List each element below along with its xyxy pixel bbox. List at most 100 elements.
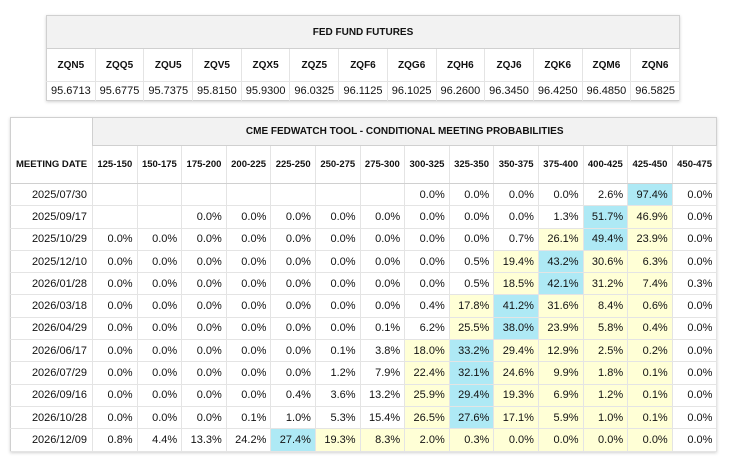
probability-cell: 0.0% [404, 205, 450, 229]
probability-cell: 43.2% [538, 250, 584, 274]
probability-cell: 0.0% [672, 228, 718, 251]
meeting-date: 2026/12/09 [10, 428, 93, 452]
meeting-date-header: MEETING DATE [10, 145, 93, 184]
futures-price: 95.6713 [46, 81, 96, 101]
probability-cell: 13.2% [360, 384, 406, 407]
probability-cell: 0.0% [672, 183, 718, 207]
probability-cell: 8.4% [583, 294, 629, 318]
meeting-row: 2026/07/29 0.0% 0.0% 0.0% 0.0% 0.0% 1.2% 7.9% 22… [10, 361, 718, 385]
probability-cell: 0.0% [137, 294, 183, 318]
futures-price: 95.7375 [143, 81, 194, 101]
probability-cell: 17.8% [449, 294, 495, 318]
probability-cell: 0.0% [538, 183, 584, 207]
probability-cell: 0.0% [315, 205, 361, 229]
probability-cell: 2.6% [583, 183, 629, 207]
meeting-row: 2025/07/30 0.0% 0.0% 0.0% 0.0% 2.6% 97.4% 0.0% [10, 183, 718, 207]
probability-cell: 24.6% [493, 361, 539, 385]
probability-cell: 0.0% [137, 228, 183, 251]
meeting-row: 2026/06/17 0.0% 0.0% 0.0% 0.0% 0.0% 0.1% 3.8% 18… [10, 339, 718, 363]
probability-cell: 0.4% [404, 294, 450, 318]
probability-cell: 0.5% [449, 272, 495, 296]
probability-cell: 0.0% [449, 228, 495, 251]
rate-range-header: 150-175 [137, 145, 183, 184]
meeting-row: 2026/01/28 0.0% 0.0% 0.0% 0.0% 0.0% 0.0% 0.0% 0.… [10, 272, 718, 296]
probability-cell: 0.0% [226, 205, 272, 229]
probability-cell: 0.0% [92, 339, 138, 363]
probability-cell: 0.0% [672, 384, 718, 407]
probability-cell: 5.3% [315, 406, 361, 430]
probability-cell: 0.0% [493, 183, 539, 207]
probability-cell: 0.0% [360, 228, 406, 251]
probability-cell: 31.6% [538, 294, 584, 318]
probability-cell: 0.0% [181, 272, 227, 296]
probability-cell: 0.0% [226, 339, 272, 363]
probability-cell: 0.0% [92, 250, 138, 274]
probability-cell: 49.4% [583, 228, 629, 251]
probability-cell: 0.0% [270, 294, 316, 318]
futures-price: 96.1125 [338, 81, 388, 101]
probability-cell [137, 183, 183, 207]
futures-price: 96.2600 [436, 81, 486, 101]
probability-cell: 0.0% [137, 250, 183, 274]
probability-cell: 0.0% [137, 384, 183, 407]
probability-cell: 0.0% [404, 228, 450, 251]
probability-cell: 0.0% [92, 406, 138, 430]
probability-cell: 0.0% [181, 228, 227, 251]
probability-cell: 0.0% [92, 361, 138, 385]
probability-cell: 0.0% [315, 317, 361, 341]
probability-cell: 29.4% [449, 384, 495, 407]
probability-cell: 41.2% [493, 294, 539, 318]
probability-cell: 0.0% [404, 250, 450, 274]
futures-codes-row: ZQN5 ZQQ5 ZQU5 ZQV5 ZQX5 ZQZ5 ZQF6 ZQG6 ZQH6 ZQJ6… [46, 48, 680, 82]
probability-cell: 0.0% [270, 272, 316, 296]
fed-fund-futures-table: FED FUND FUTURES ZQN5 ZQQ5 ZQU5 ZQV5 ZQX5 ZQZ… [46, 15, 680, 101]
probability-cell: 12.9% [538, 339, 584, 363]
meeting-row: 2026/12/09 0.8% 4.4% 13.3% 24.2% 27.4% 19.3% 8.… [10, 428, 718, 452]
futures-code: ZQX5 [241, 48, 291, 82]
probability-cell: 19.4% [493, 250, 539, 274]
rate-range-header: 275-300 [360, 145, 406, 184]
probabilities-body: 2025/07/30 0.0% 0.0% 0.0% 0.0% 2.6% 97.4% 0.0% 2… [10, 183, 718, 452]
probability-cell: 0.0% [270, 317, 316, 341]
meeting-date: 2026/04/29 [10, 317, 93, 341]
futures-price: 96.1025 [387, 81, 437, 101]
probability-cell: 0.0% [226, 361, 272, 385]
rate-range-header: 375-400 [538, 145, 584, 184]
probability-cell [92, 183, 138, 207]
probability-cell: 15.4% [360, 406, 406, 430]
probability-cell: 0.1% [360, 317, 406, 341]
rate-range-header-row: MEETING DATE 125-150 150-175 175-200 200-22… [10, 145, 718, 184]
probability-cell: 0.0% [270, 205, 316, 229]
probability-cell: 0.7% [493, 228, 539, 251]
probability-cell: 0.0% [360, 272, 406, 296]
futures-price: 95.8150 [192, 81, 242, 101]
probability-cell: 0.0% [137, 339, 183, 363]
futures-code: ZQN5 [46, 48, 96, 82]
probability-cell: 0.0% [449, 205, 495, 229]
probability-cell: 1.3% [538, 205, 584, 229]
probability-cell: 0.0% [181, 361, 227, 385]
probability-cell: 0.0% [270, 228, 316, 251]
futures-code: ZQG6 [387, 48, 437, 82]
probability-cell: 31.2% [583, 272, 629, 296]
futures-price: 96.0325 [289, 81, 340, 101]
probability-cell: 0.0% [672, 250, 718, 274]
probability-cell: 3.8% [360, 339, 406, 363]
probability-cell: 0.8% [92, 428, 138, 452]
meeting-row: 2026/04/29 0.0% 0.0% 0.0% 0.0% 0.0% 0.0% 0.1% 6.… [10, 317, 718, 341]
probability-cell: 0.0% [672, 294, 718, 318]
probability-cell: 0.0% [92, 384, 138, 407]
futures-price: 95.6775 [95, 81, 145, 101]
probability-cell: 0.0% [181, 384, 227, 407]
rate-range-header: 200-225 [226, 145, 272, 184]
probability-cell: 5.8% [583, 317, 629, 341]
probability-cell: 0.0% [137, 272, 183, 296]
futures-price: 95.9300 [241, 81, 291, 101]
probability-cell: 0.0% [315, 294, 361, 318]
probability-cell: 24.2% [226, 428, 272, 452]
meeting-date: 2026/03/18 [10, 294, 93, 318]
futures-price: 96.4850 [582, 81, 632, 101]
probability-cell: 97.4% [627, 183, 673, 207]
probability-cell: 0.0% [92, 272, 138, 296]
probability-cell: 6.3% [627, 250, 673, 274]
